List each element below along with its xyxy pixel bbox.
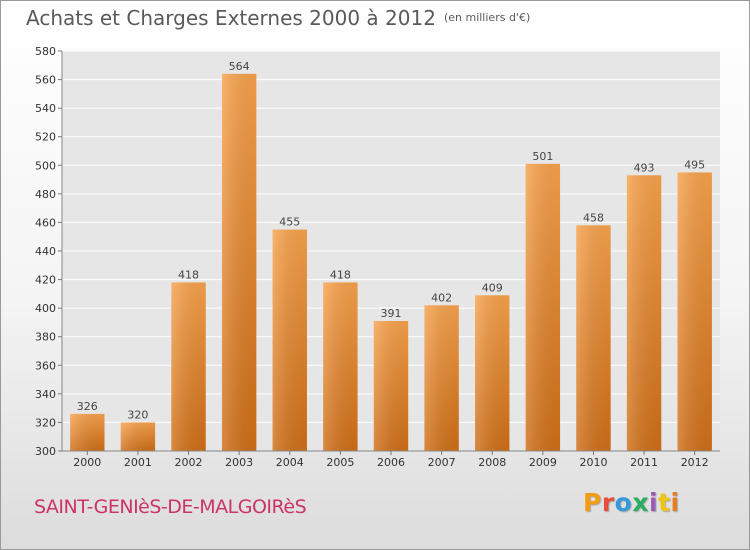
y-tick-label: 460: [35, 216, 56, 229]
bar-shade-2004: [272, 229, 307, 451]
x-axis: 2000 2001 2002 2003 2004 2005 2006 2007 2008 2009…: [62, 450, 720, 469]
chart-title-text: Achats et Charges Externes 2000 à 2012: [26, 6, 436, 30]
logo-letter: t: [658, 488, 671, 517]
data-label-2009: 501: [532, 150, 553, 163]
y-tick-label: 560: [35, 74, 56, 87]
bar-shade-2001: [120, 422, 156, 451]
y-tick-label: 480: [35, 188, 56, 201]
x-tick-label-2006: 2006: [377, 456, 405, 469]
y-tick-label: 300: [35, 445, 56, 458]
data-label-2010: 458: [583, 211, 604, 224]
x-tick-label-2012: 2012: [681, 456, 709, 469]
y-tick-label: 400: [35, 302, 56, 315]
logo-letter: o: [614, 488, 633, 517]
data-label-2005: 418: [330, 268, 351, 281]
y-tick-label: 580: [35, 45, 56, 58]
bar-shade-2007: [424, 305, 459, 451]
data-label-2008: 409: [482, 281, 503, 294]
x-tick-label-2001: 2001: [124, 456, 152, 469]
x-tick-label-2003: 2003: [225, 456, 253, 469]
bar-shade-2011: [626, 175, 662, 452]
data-label-2011: 493: [634, 161, 655, 174]
x-tick-label-2007: 2007: [428, 456, 456, 469]
bar-shade-2012: [677, 172, 712, 451]
y-tick-label: 540: [35, 102, 56, 115]
bar-shade-2008: [475, 295, 510, 451]
data-label-2004: 455: [279, 216, 300, 229]
bar-shade-2000: [70, 413, 105, 451]
y-tick-label: 520: [35, 131, 56, 144]
y-tick-label: 380: [35, 331, 56, 344]
y-tick-label: 340: [35, 388, 56, 401]
bars: 326 320 418 564 455 418 391 402 409 501 458 493 495: [70, 60, 712, 452]
y-tick-label: 360: [35, 359, 56, 372]
x-tick-label-2011: 2011: [630, 456, 658, 469]
bar-shade-2010: [576, 225, 611, 451]
logo-letter: P: [583, 488, 602, 517]
logo-letter: i: [649, 488, 659, 517]
x-tick-label-2009: 2009: [529, 456, 557, 469]
data-label-2002: 418: [178, 268, 199, 281]
bar-shade-2006: [373, 321, 409, 451]
x-tick-label-2000: 2000: [73, 456, 101, 469]
x-tick-label-2010: 2010: [579, 456, 607, 469]
bar-shade-2003: [221, 73, 257, 451]
bar-shade-2009: [525, 163, 561, 451]
chart-title: Achats et Charges Externes 2000 à 2012 (e…: [26, 6, 530, 30]
chart-unit: (en milliers d'€): [443, 11, 531, 24]
logo-letter: x: [632, 488, 649, 517]
location-name: SAINT-GENIèS-DE-MALGOIRèS: [34, 496, 307, 518]
data-label-2007: 402: [431, 291, 452, 304]
y-tick-label: 420: [35, 274, 56, 287]
bar-shade-2005: [323, 282, 358, 451]
y-tick-label: 320: [35, 416, 56, 429]
bar-shade-2002: [171, 282, 206, 451]
proxiti-logo[interactable]: Proxiti: [583, 488, 680, 517]
data-label-2006: 391: [381, 307, 402, 320]
x-tick-label-2008: 2008: [478, 456, 506, 469]
data-label-2001: 320: [127, 408, 148, 421]
x-tick-label-2005: 2005: [326, 456, 354, 469]
logo-letter: r: [601, 488, 615, 517]
data-label-2003: 564: [229, 60, 250, 73]
y-tick-label: 440: [35, 245, 56, 258]
x-tick-label-2002: 2002: [175, 456, 203, 469]
y-axis: 300 320 340 360 380 400 420 440 460 480 500 520 540 5…: [35, 45, 63, 458]
data-label-2000: 326: [77, 400, 98, 413]
logo-letter: i: [670, 488, 680, 517]
data-label-2012: 495: [684, 158, 705, 171]
x-tick-label-2004: 2004: [276, 456, 304, 469]
y-tick-label: 500: [35, 159, 56, 172]
